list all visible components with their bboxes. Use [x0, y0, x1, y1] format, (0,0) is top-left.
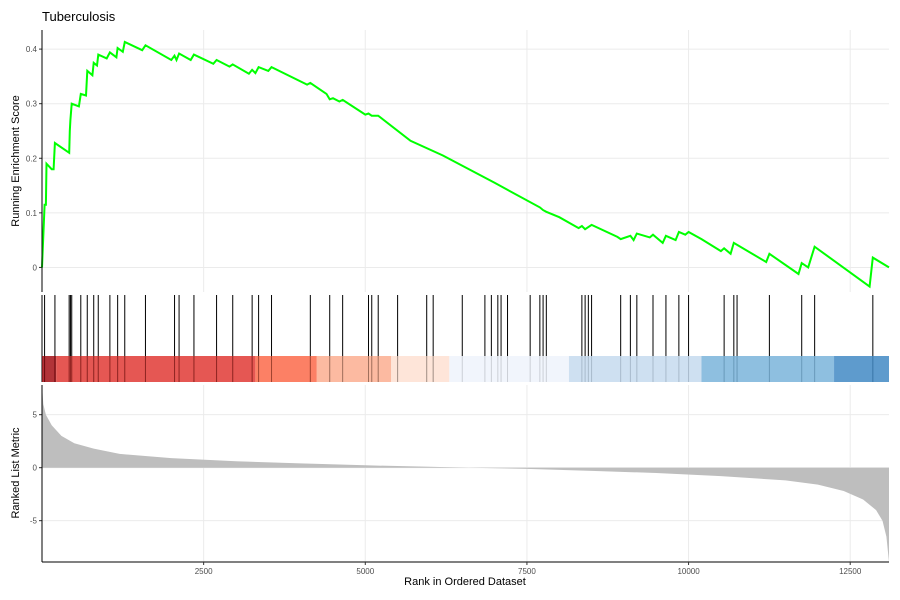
ranked-list-panel: -5 0 5 Ranked List Metric 2500 5000 7500 1000…	[10, 385, 889, 588]
color-band-segment	[316, 356, 392, 382]
color-band-segment	[834, 356, 889, 382]
enrichment-y-axis-title: Running Enrichment Score	[10, 95, 22, 226]
ranked-list-metric-area	[42, 385, 889, 562]
color-band-segment	[701, 356, 835, 382]
ranked-y-tick-label: -5	[30, 517, 38, 526]
color-band-segment	[56, 356, 256, 382]
color-band-segment	[42, 356, 57, 382]
x-axis-title: Rank in Ordered Dataset	[404, 576, 526, 588]
color-band-segment	[568, 356, 702, 382]
ranked-y-tick-label: 5	[33, 411, 38, 420]
enrichment-score-panel: 0 0.1 0.2 0.3 0.4 Running Enrichment Score	[10, 30, 890, 292]
enrichment-y-tick-label: 0.3	[26, 100, 38, 109]
chart-title: Tuberculosis	[42, 9, 116, 24]
color-band-segment	[391, 356, 450, 382]
color-band-segment	[255, 356, 317, 382]
x-tick-label: 7500	[518, 567, 536, 576]
enrichment-y-tick-label: 0.2	[26, 154, 38, 163]
color-band-segment	[449, 356, 569, 382]
enrichment-y-tick-label: 0.4	[26, 45, 38, 54]
x-tick-label: 5000	[356, 567, 374, 576]
x-tick-label: 10000	[677, 567, 700, 576]
x-tick-label: 2500	[195, 567, 213, 576]
enrichment-y-tick-label: 0.1	[26, 209, 38, 218]
running-enrichment-score-line	[41, 40, 890, 289]
ranked-y-tick-label: 0	[33, 464, 38, 473]
x-tick-label: 12500	[839, 567, 862, 576]
ranked-y-axis-title: Ranked List Metric	[10, 427, 22, 519]
ranked-color-band	[41, 356, 889, 382]
enrichment-y-tick-label: 0	[33, 263, 38, 272]
